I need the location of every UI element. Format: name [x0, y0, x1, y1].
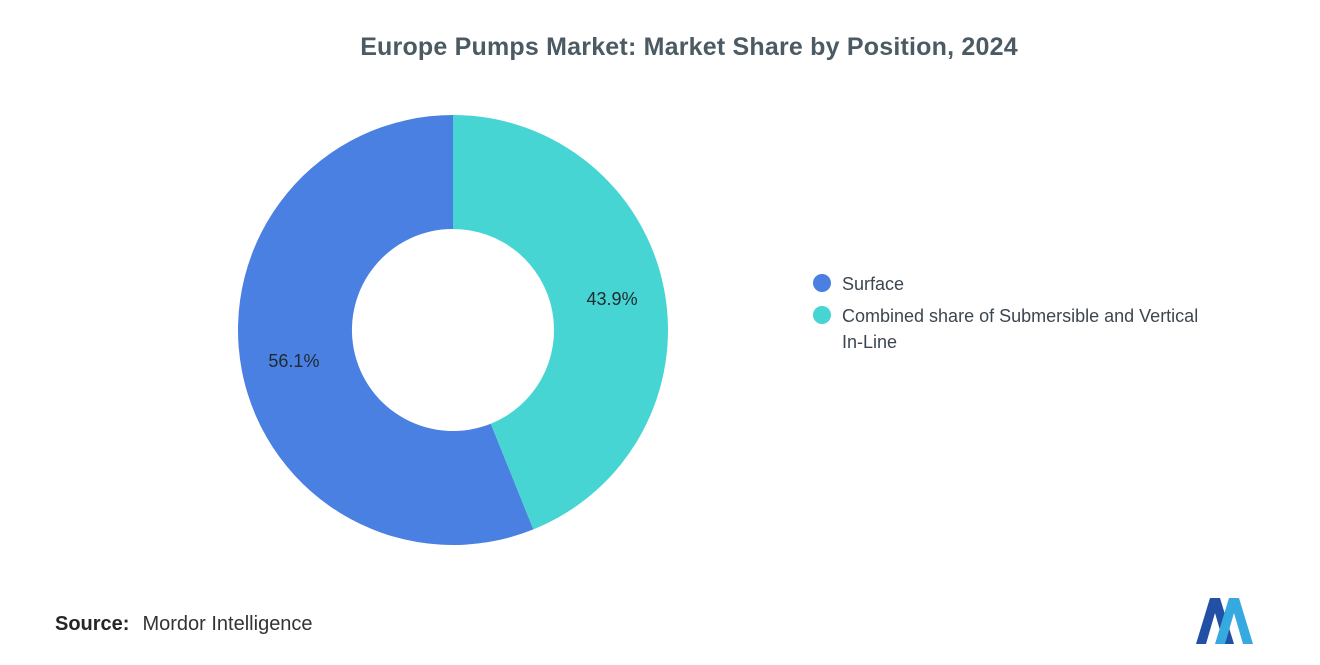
legend-marker-icon	[813, 306, 831, 324]
source-label: Source:	[55, 613, 130, 635]
donut-slice-1	[453, 115, 668, 530]
legend-item-1: Combined share of Submersible and Vertic…	[813, 303, 1220, 355]
source-note: Source: Mordor Intelligence	[55, 613, 313, 636]
slice-label-0: 56.1%	[268, 351, 319, 371]
legend-item-0: Surface	[813, 271, 1220, 297]
donut-slice-0	[237, 115, 534, 545]
mordor-intelligence-logo	[1196, 598, 1253, 644]
slice-label-1: 43.9%	[587, 289, 638, 309]
legend: Surface Combined share of Submersible and…	[813, 271, 1220, 355]
legend-marker-icon	[813, 274, 831, 292]
legend-label: Combined share of Submersible and Vertic…	[842, 306, 1199, 352]
source-value: Mordor Intelligence	[142, 613, 313, 635]
chart-title: Europe Pumps Market: Market Share by Pos…	[360, 33, 1018, 61]
donut-chart: 56.1% 43.9%	[237, 115, 668, 545]
legend-label: Surface	[842, 274, 905, 294]
